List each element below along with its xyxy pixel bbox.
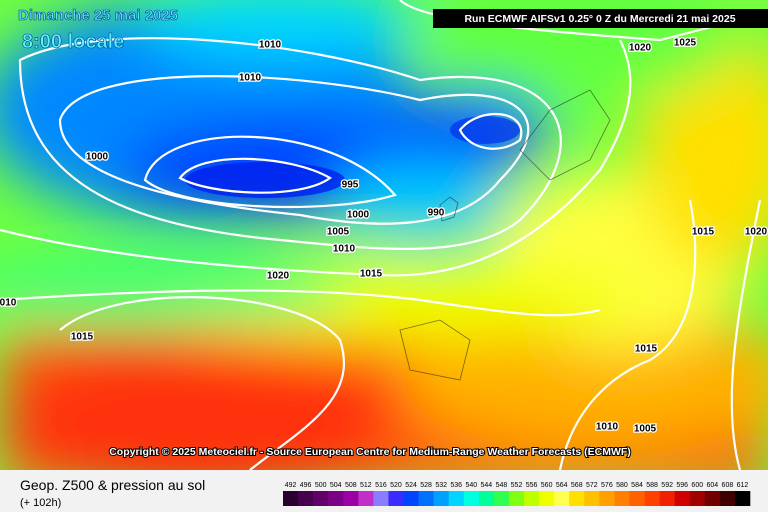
isobar-label: 010 [0, 298, 17, 309]
copyright: Copyright © 2025 Meteociel.fr - Source E… [109, 446, 631, 458]
scale-swatch [478, 491, 495, 506]
scale-swatch [433, 491, 450, 506]
isobar-label: 1015 [635, 344, 658, 355]
scale-label: 572 [586, 482, 598, 489]
scale-swatch [524, 491, 540, 506]
isobar-label: 1020 [629, 43, 652, 54]
scale-label: 520 [390, 482, 402, 489]
scale-label: 584 [631, 482, 643, 489]
scale-label: 512 [360, 482, 372, 489]
scale-label: 576 [601, 482, 613, 489]
scale-swatch [508, 491, 525, 506]
run-box [433, 9, 768, 28]
isobar-label: 1000 [86, 152, 109, 163]
scale-label: 552 [511, 482, 523, 489]
scale-swatch [629, 491, 645, 506]
scale-swatch [704, 491, 721, 506]
isobar-label: 1015 [692, 227, 715, 238]
scale-swatch [403, 491, 419, 506]
scale-swatch [283, 491, 299, 506]
isobar-label: 1010 [333, 244, 356, 255]
scale-swatch [734, 491, 751, 506]
color-scale: 492 496 500 504 508 512 516 520 524 528 532 536 540 5… [283, 482, 751, 506]
scale-label: 516 [375, 482, 387, 489]
isobar-label: 995 [342, 180, 359, 191]
scale-swatch [463, 491, 480, 506]
isobar-label: 1015 [71, 332, 94, 343]
scale-swatch [313, 491, 329, 506]
scale-label: 612 [737, 482, 749, 489]
isobar-label: 1015 [360, 269, 383, 280]
scale-swatch [328, 491, 344, 506]
scale-label: 600 [691, 482, 703, 489]
run-label: Run ECMWF AIFSv1 0.25° 0 Z du Mercredi 2… [464, 13, 735, 25]
isobar-label: 1000 [347, 210, 370, 221]
scale-swatch [599, 491, 615, 506]
scale-label: 492 [285, 482, 297, 489]
scale-label: 560 [541, 482, 553, 489]
scale-label: 496 [300, 482, 312, 489]
isobar-label: 1005 [327, 227, 350, 238]
scale-swatch [554, 491, 570, 506]
scale-label: 596 [676, 482, 688, 489]
isobar-label: 1005 [634, 424, 657, 435]
scale-swatch [719, 491, 736, 506]
isobar-label: 1020 [267, 271, 290, 282]
scale-label: 564 [556, 482, 568, 489]
isobar-label: 1020 [745, 227, 768, 238]
scale-swatch [373, 491, 389, 506]
day-label: Dimanche 25 mai 2025 [18, 7, 178, 24]
scale-swatch [689, 491, 706, 506]
scale-swatch [569, 491, 585, 506]
scale-swatch [298, 491, 314, 506]
scale-swatch [614, 491, 630, 506]
scale-swatch [343, 491, 359, 506]
scale-label: 604 [706, 482, 718, 489]
scale-label: 544 [481, 482, 493, 489]
scale-swatch [659, 491, 675, 506]
scale-label: 536 [450, 482, 462, 489]
isobar-label: 1010 [259, 40, 282, 51]
scale-label: 528 [420, 482, 432, 489]
footer-title: Geop. Z500 & pression au sol [20, 477, 205, 493]
time-label: 8:00 locale [22, 31, 124, 53]
isobar-label: 1010 [239, 73, 262, 84]
scale-label: 608 [722, 482, 734, 489]
scale-swatch [539, 491, 555, 506]
scale-label: 548 [496, 482, 508, 489]
scale-label: 592 [661, 482, 673, 489]
scale-swatch [388, 491, 404, 506]
scale-label: 524 [405, 482, 417, 489]
scale-label: 540 [465, 482, 477, 489]
scale-label: 588 [646, 482, 658, 489]
scale-swatch [674, 491, 691, 506]
scale-swatch [448, 491, 465, 506]
scale-swatch [493, 491, 510, 506]
scale-swatch [644, 491, 660, 506]
scale-label: 504 [330, 482, 342, 489]
isobar-label: 1025 [674, 38, 697, 49]
scale-label: 532 [435, 482, 447, 489]
isobar-label: 1010 [596, 422, 619, 433]
scale-label: 580 [616, 482, 628, 489]
scale-label: 508 [345, 482, 357, 489]
scale-swatch [418, 491, 434, 506]
scale-label: 556 [526, 482, 538, 489]
scale-swatch [358, 491, 374, 506]
field [0, 0, 768, 470]
isobar-label: 990 [428, 208, 445, 219]
footer-lead: (+ 102h) [20, 497, 61, 509]
scale-label: 500 [315, 482, 327, 489]
isobar-labels: 1010 1010 1000 995 1000 990 1005 1010 1020 1015 10… [0, 36, 768, 436]
scale-label: 568 [571, 482, 583, 489]
scale-swatch [584, 491, 600, 506]
